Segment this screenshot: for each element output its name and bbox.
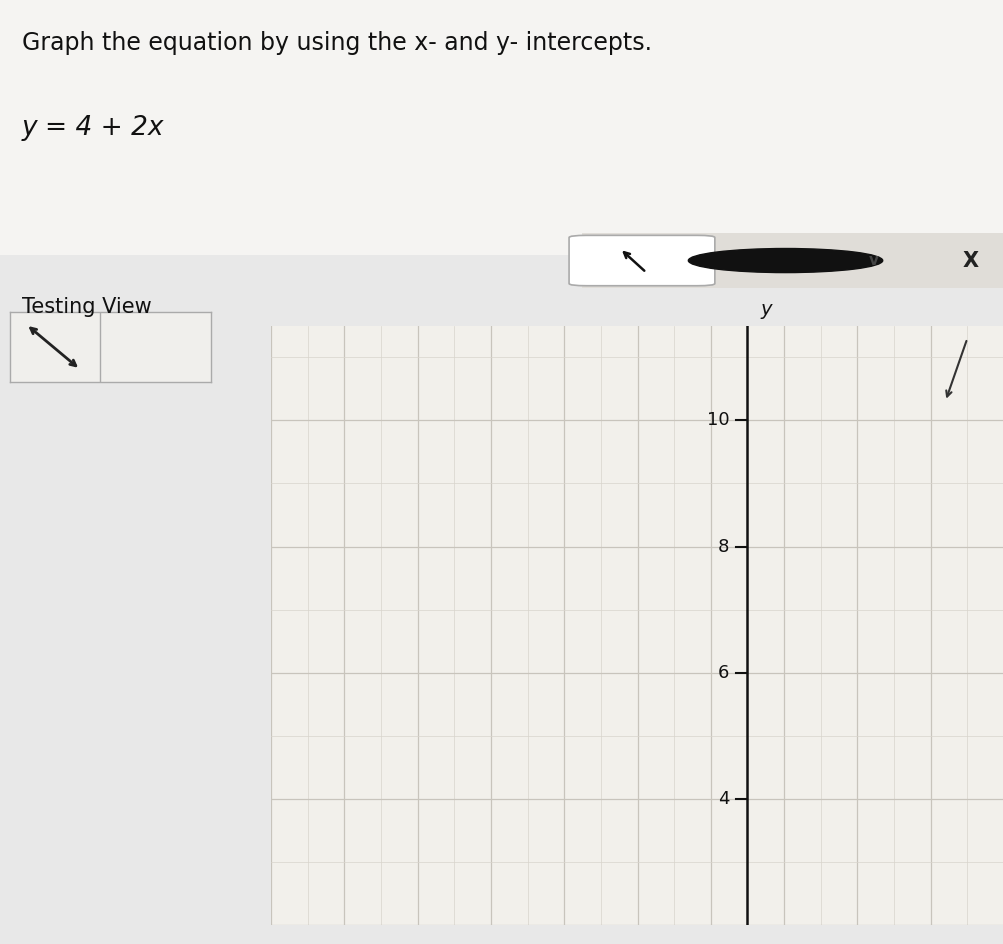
Text: 8: 8 xyxy=(717,537,728,555)
Text: y = 4 + 2x: y = 4 + 2x xyxy=(22,115,164,141)
FancyBboxPatch shape xyxy=(569,235,714,286)
Text: Testing View: Testing View xyxy=(22,297,151,317)
Text: v: v xyxy=(868,253,878,268)
Text: y: y xyxy=(759,300,771,319)
Text: 4: 4 xyxy=(717,790,728,808)
Text: Graph the equation by using the x- and y- intercepts.: Graph the equation by using the x- and y… xyxy=(22,30,651,55)
Circle shape xyxy=(688,248,882,273)
Text: 6: 6 xyxy=(717,664,728,682)
Text: X: X xyxy=(962,250,978,271)
Text: 10: 10 xyxy=(706,412,728,430)
